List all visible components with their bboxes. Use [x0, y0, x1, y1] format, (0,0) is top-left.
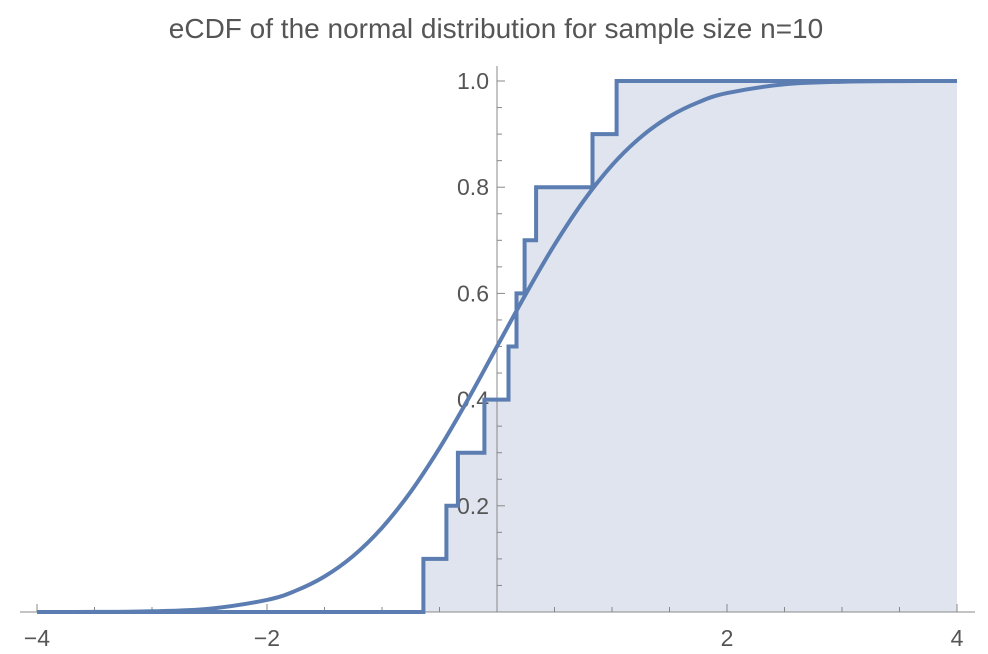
ecdf-fill-area — [37, 81, 957, 612]
chart-title: eCDF of the normal distribution for samp… — [169, 13, 823, 44]
y-tick-label: 0.6 — [457, 280, 489, 306]
normal-cdf-curve — [36, 79, 958, 614]
y-tick-label: 1.0 — [457, 68, 489, 94]
x-tick-label: 2 — [721, 625, 734, 651]
x-tick-label: 4 — [951, 625, 964, 651]
x-tick-label: −2 — [254, 625, 280, 651]
plot-area: −4 −2 2 40.20.40.60.81.0 — [20, 66, 975, 651]
y-tick-label: 0.2 — [457, 493, 489, 519]
x-tick-label: −4 — [24, 625, 50, 651]
ecdf-step-line — [37, 79, 957, 614]
y-tick-label: 0.8 — [457, 174, 489, 200]
